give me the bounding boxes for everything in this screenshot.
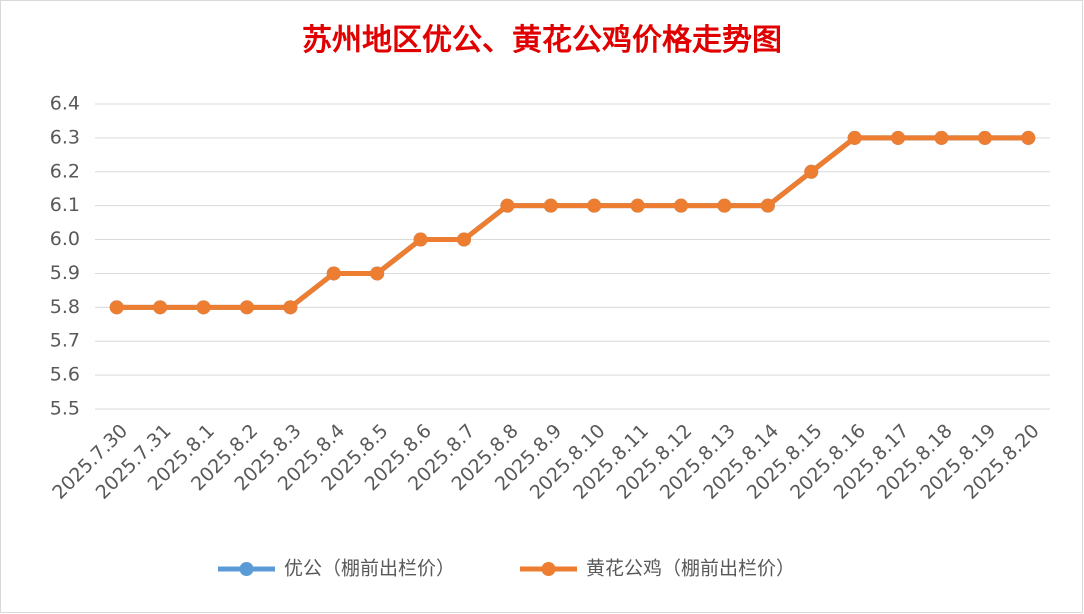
data-point: [717, 198, 732, 213]
y-tick-label: 6.3: [50, 126, 80, 148]
data-point: [109, 300, 124, 315]
data-point: [370, 266, 385, 281]
legend-label: 优公（棚前出栏价）: [284, 558, 455, 580]
data-point: [847, 130, 862, 145]
y-tick-label: 5.8: [50, 296, 80, 318]
data-point: [543, 198, 558, 213]
y-tick-label: 5.5: [50, 398, 80, 420]
data-point: [153, 300, 168, 315]
data-point: [413, 232, 428, 247]
data-point: [804, 164, 819, 179]
chart-title: 苏州地区优公、黄花公鸡价格走势图: [302, 23, 782, 58]
data-point: [587, 198, 602, 213]
data-point: [500, 198, 515, 213]
y-tick-label: 5.9: [50, 262, 80, 284]
data-point: [760, 198, 775, 213]
legend-label: 黄花公鸡（棚前出栏价）: [586, 558, 795, 580]
data-point: [1021, 130, 1036, 145]
data-point: [891, 130, 906, 145]
y-tick-label: 6.1: [50, 194, 80, 216]
series-line: [116, 135, 1029, 310]
y-tick-label: 6.4: [50, 93, 80, 115]
data-point: [456, 232, 471, 247]
legend-marker: [541, 562, 556, 576]
data-point: [674, 198, 689, 213]
data-point: [283, 300, 298, 315]
data-point: [934, 130, 949, 145]
data-point: [977, 130, 992, 145]
data-point: [630, 198, 645, 213]
data-point: [239, 300, 254, 315]
data-point: [196, 300, 211, 315]
y-tick-label: 6.0: [50, 228, 80, 250]
y-tick-label: 6.2: [50, 160, 80, 182]
data-point: [326, 266, 341, 281]
y-tick-label: 5.7: [50, 330, 80, 352]
y-tick-label: 5.6: [50, 364, 80, 386]
legend-marker: [239, 562, 254, 576]
